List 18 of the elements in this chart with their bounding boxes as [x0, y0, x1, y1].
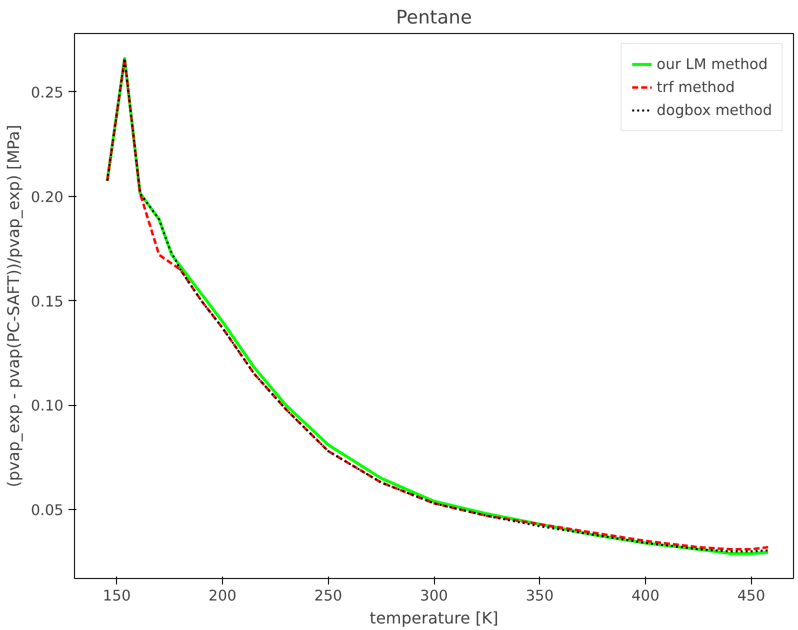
- x-tick-label: 200: [208, 588, 237, 604]
- y-tick-label: 0.10: [30, 398, 64, 415]
- legend-label: trf method: [656, 78, 735, 96]
- y-tick-label: 0.15: [30, 293, 64, 310]
- y-tick-label: 0.25: [30, 84, 64, 102]
- legend-label: our LM method: [656, 56, 768, 72]
- x-axis-title: temperature [K]: [370, 608, 498, 628]
- legend-label: dogbox method: [656, 102, 772, 118]
- x-tick-label: 400: [631, 588, 660, 604]
- y-tick-label: 0.20: [30, 188, 64, 206]
- x-tick-label: 350: [526, 588, 554, 604]
- y-axis-title: (pvap_exp - pvap(PC-SAFT))/pvap_exp) [MPa]: [4, 124, 23, 488]
- y-tick-label: 0.05: [30, 502, 64, 520]
- x-tick-label: 450: [737, 588, 766, 604]
- x-tick-label: 300: [420, 588, 448, 604]
- x-tick-label: 250: [314, 588, 342, 604]
- x-tick-label: 150: [102, 588, 131, 604]
- chart-title: Pentane: [396, 8, 472, 28]
